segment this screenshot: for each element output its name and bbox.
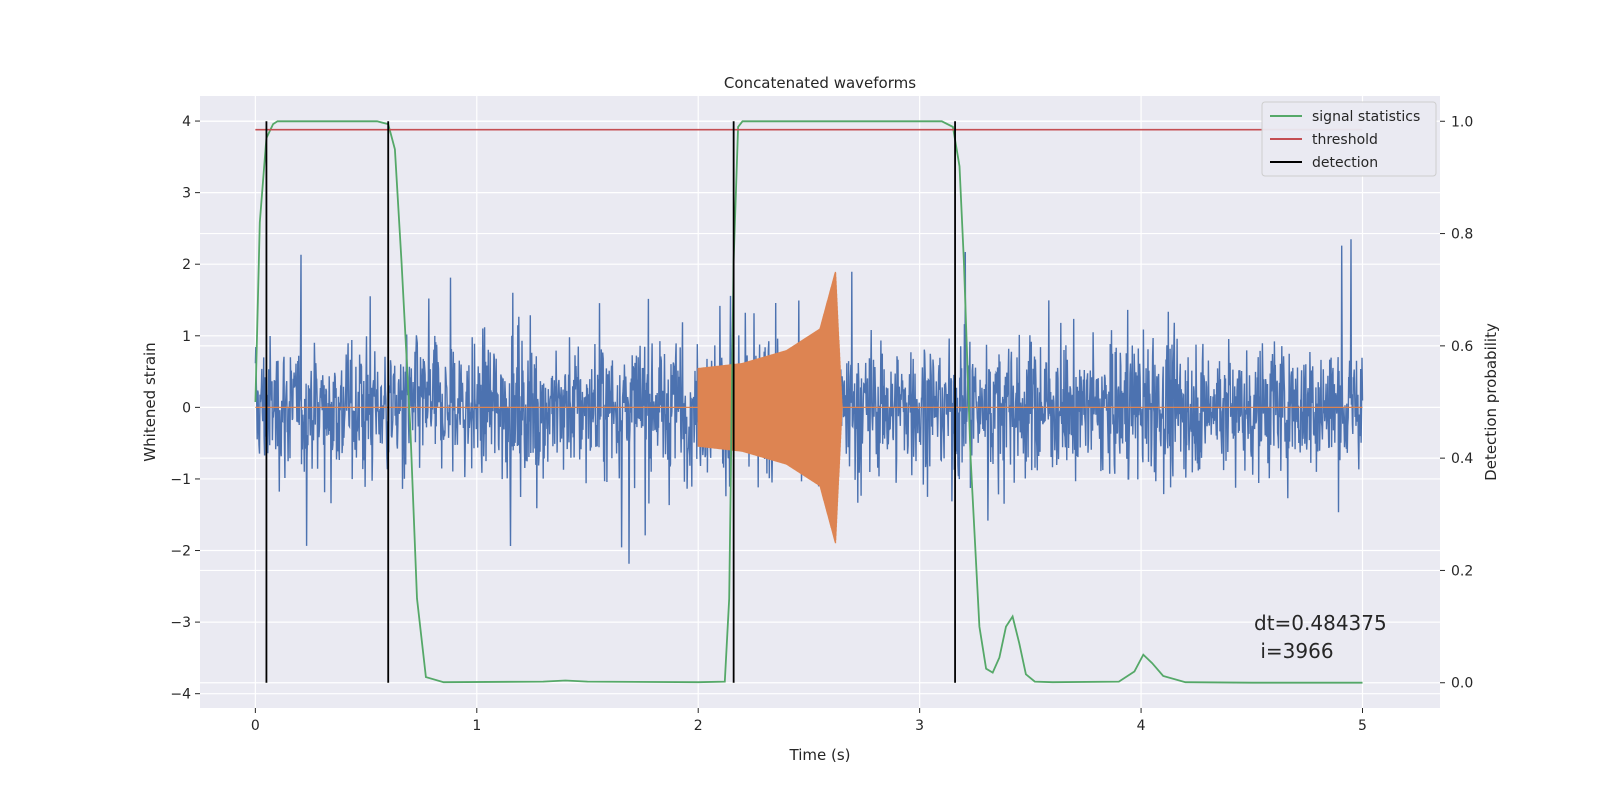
y-left-tick-label: 1	[182, 329, 191, 345]
x-tick-label: 0	[251, 718, 260, 734]
annotation-dt: dt=0.484375	[1254, 611, 1387, 635]
legend-label-threshold: threshold	[1312, 132, 1378, 148]
chart-title: Concatenated waveforms	[724, 74, 916, 92]
y-right-tick-label: 0.8	[1451, 227, 1473, 243]
legend: signal statistics threshold detection	[1261, 101, 1437, 177]
legend-label-detection: detection	[1312, 155, 1378, 171]
y-left-tick-label: −3	[170, 615, 191, 631]
y-right-tick-label: 0.0	[1451, 676, 1473, 692]
y-left-tick-label: 4	[182, 114, 191, 130]
x-tick-label: 2	[694, 718, 703, 734]
y-axis-left-title: Whitened strain	[141, 342, 159, 461]
annotation-index: i=3966	[1254, 639, 1334, 663]
y-left-tick-label: −4	[170, 687, 191, 703]
x-tick-label: 4	[1137, 718, 1146, 734]
y-left-tick-label: −1	[170, 472, 191, 488]
y-left-tick-label: 3	[182, 186, 191, 202]
y-right-tick-label: 0.2	[1451, 563, 1473, 579]
injection-line	[255, 271, 1363, 544]
y-left-tick-label: 0	[182, 400, 191, 416]
y-axis-right-title: Detection probability	[1482, 323, 1500, 481]
x-axis-title: Time (s)	[789, 746, 851, 764]
y-right-tick-label: 0.6	[1451, 339, 1473, 355]
x-tick-label: 5	[1358, 718, 1367, 734]
y-left-tick-label: −2	[170, 544, 191, 560]
data-layer	[254, 120, 1364, 684]
x-tick-label: 1	[472, 718, 481, 734]
y-right-tick-label: 0.4	[1451, 451, 1473, 467]
ticks: 0 1 2 3 4 5 4 3 2 1 0 −1 −2 −3 −4 1.0 0.8 0.6 0.4 0.2 0.0	[170, 114, 1473, 734]
legend-label-signal-statistics: signal statistics	[1312, 109, 1420, 125]
signal-statistics-line	[254, 120, 1363, 684]
y-left-tick-label: 2	[182, 257, 191, 273]
x-tick-label: 3	[915, 718, 924, 734]
y-right-tick-label: 1.0	[1451, 114, 1473, 130]
legend-box	[1261, 101, 1437, 177]
